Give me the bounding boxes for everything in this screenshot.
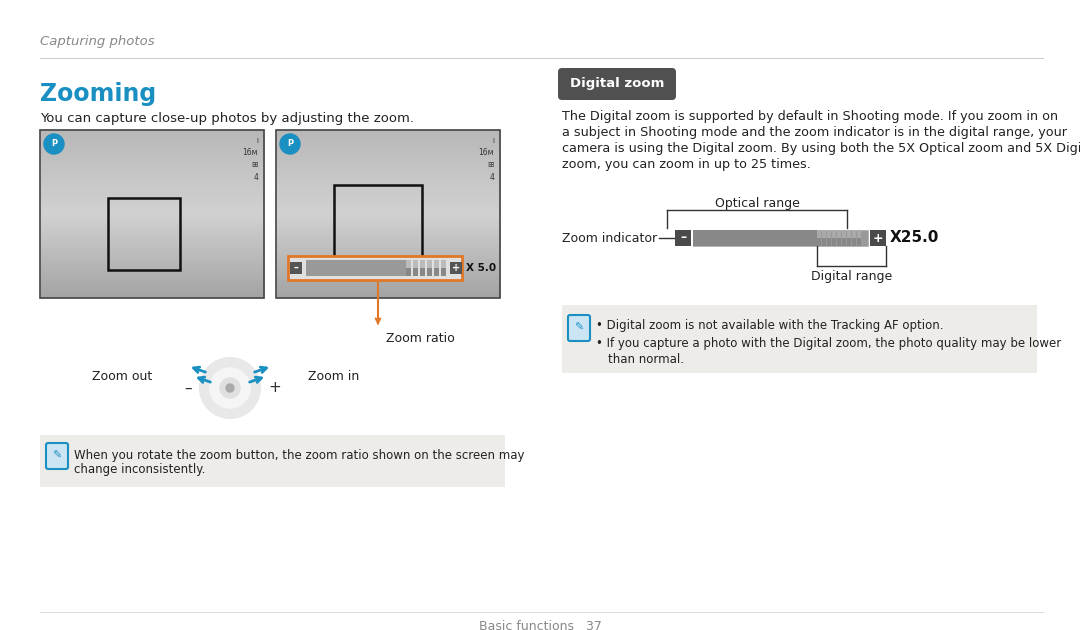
FancyBboxPatch shape (832, 238, 836, 246)
Text: Digital range: Digital range (811, 270, 892, 283)
FancyBboxPatch shape (40, 435, 505, 487)
Text: change inconsistently.: change inconsistently. (75, 463, 205, 476)
FancyBboxPatch shape (827, 238, 831, 246)
FancyBboxPatch shape (450, 262, 462, 274)
Text: ✎: ✎ (575, 323, 583, 333)
FancyBboxPatch shape (858, 238, 861, 246)
FancyBboxPatch shape (420, 260, 426, 268)
FancyBboxPatch shape (832, 230, 836, 238)
Text: 16м: 16м (243, 148, 258, 157)
FancyBboxPatch shape (842, 230, 846, 238)
FancyBboxPatch shape (693, 230, 868, 246)
Text: Zooming: Zooming (40, 82, 157, 106)
Text: zoom, you can zoom in up to 25 times.: zoom, you can zoom in up to 25 times. (562, 158, 811, 171)
Circle shape (220, 378, 240, 398)
FancyBboxPatch shape (441, 260, 446, 276)
FancyBboxPatch shape (847, 238, 851, 246)
Text: than normal.: than normal. (608, 353, 684, 366)
Text: You can capture close-up photos by adjusting the zoom.: You can capture close-up photos by adjus… (40, 112, 414, 125)
FancyBboxPatch shape (46, 443, 68, 469)
Circle shape (200, 358, 260, 418)
FancyBboxPatch shape (816, 238, 821, 246)
FancyBboxPatch shape (406, 260, 411, 268)
Text: The Digital zoom is supported by default in Shooting mode. If you zoom in on: The Digital zoom is supported by default… (562, 110, 1058, 123)
Text: X 5.0: X 5.0 (465, 263, 496, 273)
Text: Zoom indicator: Zoom indicator (562, 231, 657, 244)
FancyBboxPatch shape (413, 260, 418, 268)
FancyBboxPatch shape (434, 260, 438, 276)
FancyBboxPatch shape (406, 260, 411, 276)
Circle shape (44, 134, 64, 154)
Text: Optical range: Optical range (715, 197, 799, 210)
FancyBboxPatch shape (427, 260, 432, 268)
FancyBboxPatch shape (822, 238, 826, 246)
Text: I: I (256, 138, 258, 144)
FancyBboxPatch shape (288, 256, 462, 280)
Text: –: – (680, 231, 686, 244)
Text: 16м: 16м (478, 148, 494, 157)
Text: • If you capture a photo with the Digital zoom, the photo quality may be lower: • If you capture a photo with the Digita… (596, 337, 1062, 350)
Text: ✎: ✎ (52, 451, 62, 461)
FancyBboxPatch shape (837, 238, 841, 246)
FancyBboxPatch shape (291, 262, 302, 274)
Text: Capturing photos: Capturing photos (40, 35, 154, 49)
FancyBboxPatch shape (568, 315, 590, 341)
Text: +: + (451, 263, 460, 273)
Circle shape (226, 384, 234, 392)
FancyBboxPatch shape (822, 230, 826, 238)
Text: • Digital zoom is not available with the Tracking AF option.: • Digital zoom is not available with the… (596, 319, 944, 332)
FancyBboxPatch shape (420, 260, 426, 276)
FancyBboxPatch shape (852, 238, 856, 246)
Text: X25.0: X25.0 (890, 231, 940, 246)
FancyBboxPatch shape (870, 230, 886, 246)
FancyBboxPatch shape (434, 260, 438, 268)
Circle shape (210, 368, 249, 408)
FancyBboxPatch shape (413, 260, 418, 276)
Text: ⊞: ⊞ (488, 160, 494, 169)
FancyBboxPatch shape (816, 230, 821, 238)
Circle shape (280, 134, 300, 154)
Text: ⊞: ⊞ (252, 160, 258, 169)
FancyBboxPatch shape (842, 238, 846, 246)
FancyBboxPatch shape (858, 230, 861, 238)
Text: 4: 4 (489, 173, 494, 182)
Text: I: I (492, 138, 494, 144)
Text: 4: 4 (253, 173, 258, 182)
FancyBboxPatch shape (847, 230, 851, 238)
Text: When you rotate the zoom button, the zoom ratio shown on the screen may: When you rotate the zoom button, the zoo… (75, 449, 525, 462)
FancyBboxPatch shape (693, 230, 816, 246)
Text: +: + (268, 381, 281, 396)
Text: Basic functions   37: Basic functions 37 (478, 620, 602, 630)
FancyBboxPatch shape (558, 68, 676, 100)
Text: Zoom ratio: Zoom ratio (386, 332, 455, 345)
FancyBboxPatch shape (675, 230, 691, 246)
Text: a subject in Shooting mode and the zoom indicator is in the digital range, your: a subject in Shooting mode and the zoom … (562, 126, 1067, 139)
Text: P: P (51, 139, 57, 149)
Text: +: + (873, 231, 883, 244)
FancyBboxPatch shape (837, 230, 841, 238)
Text: –: – (185, 381, 192, 396)
FancyBboxPatch shape (306, 260, 406, 276)
FancyBboxPatch shape (827, 230, 831, 238)
FancyBboxPatch shape (427, 260, 432, 276)
Text: P: P (287, 139, 293, 149)
Text: –: – (294, 263, 298, 273)
Text: Zoom out: Zoom out (92, 370, 152, 382)
FancyBboxPatch shape (441, 260, 446, 268)
Text: camera is using the Digital zoom. By using both the 5X Optical zoom and 5X Digit: camera is using the Digital zoom. By usi… (562, 142, 1080, 155)
FancyBboxPatch shape (562, 305, 1037, 373)
FancyBboxPatch shape (852, 230, 856, 238)
Text: Digital zoom: Digital zoom (570, 77, 664, 91)
Text: Zoom in: Zoom in (308, 370, 360, 382)
